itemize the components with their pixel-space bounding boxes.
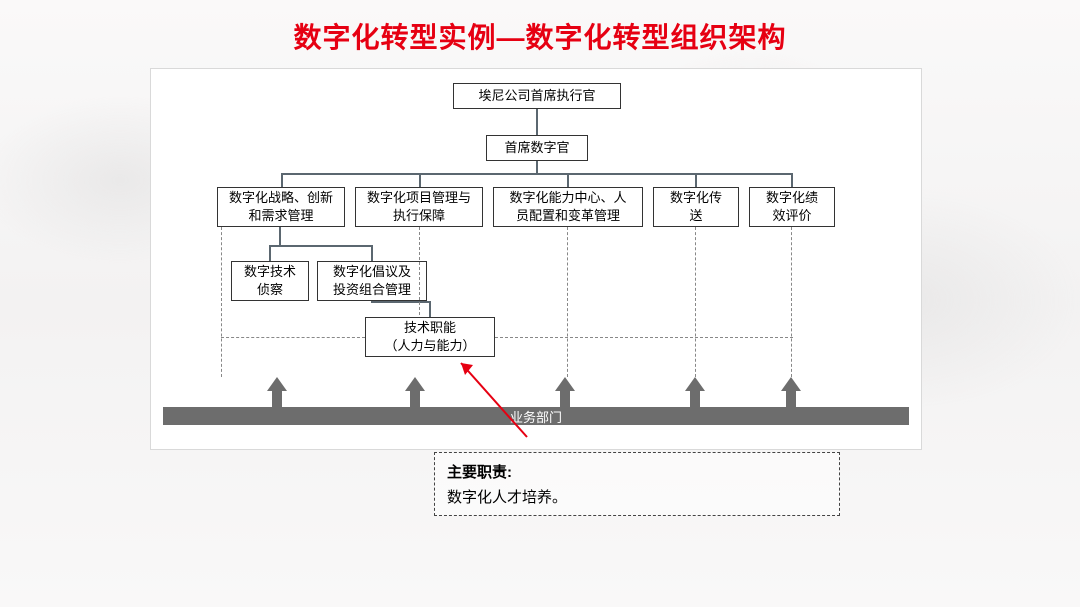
node-n5: 数字化绩 效评价 (749, 187, 835, 227)
dashed-connector (221, 337, 365, 338)
page-title: 数字化转型实例—数字化转型组织架构 (0, 16, 1080, 56)
up-arrow-stem (786, 389, 796, 407)
dashed-connector (221, 227, 222, 377)
callout-heading: 主要职责: (447, 461, 827, 482)
dashed-connector (791, 227, 792, 377)
up-arrow-stem (690, 389, 700, 407)
pointer-arrow-icon (451, 353, 541, 443)
node-cdo: 首席数字官 (486, 135, 588, 161)
connector (371, 301, 431, 303)
node-n1: 数字化战略、创新 和需求管理 (217, 187, 345, 227)
dashed-connector (695, 227, 696, 377)
up-arrow-stem (560, 389, 570, 407)
connector (695, 173, 697, 187)
connector (269, 245, 271, 261)
connector (429, 301, 431, 317)
connector (791, 173, 793, 187)
connector (567, 173, 569, 187)
up-arrow-stem (410, 389, 420, 407)
org-chart-frame: 埃尼公司首席执行官 首席数字官 数字化战略、创新 和需求管理 数字化项目管理与 … (150, 68, 922, 450)
callout-box: 主要职责: 数字化人才培养。 (434, 452, 840, 516)
connector (419, 173, 421, 187)
slide: 数字化转型实例—数字化转型组织架构 埃尼公司首席执行官 首席数字官 数字化战略、… (0, 0, 1080, 607)
node-n4: 数字化传 送 (653, 187, 739, 227)
connector (536, 161, 538, 173)
callout-body: 数字化人才培养。 (447, 486, 827, 507)
dashed-connector (567, 227, 568, 377)
node-tech: 技术职能 （人力与能力） (365, 317, 495, 357)
connector (279, 227, 281, 245)
node-ceo: 埃尼公司首席执行官 (453, 83, 621, 109)
node-n3: 数字化能力中心、人 员配置和变革管理 (493, 187, 643, 227)
connector (281, 173, 283, 187)
node-n2: 数字化项目管理与 执行保障 (355, 187, 483, 227)
node-s1: 数字技术 侦察 (231, 261, 309, 301)
connector (269, 245, 373, 247)
connector (281, 173, 793, 175)
dashed-connector (419, 227, 420, 315)
up-arrow-stem (272, 389, 282, 407)
node-s2: 数字化倡议及 投资组合管理 (317, 261, 427, 301)
connector (536, 109, 538, 135)
dashed-connector (495, 337, 793, 338)
connector (371, 245, 373, 261)
